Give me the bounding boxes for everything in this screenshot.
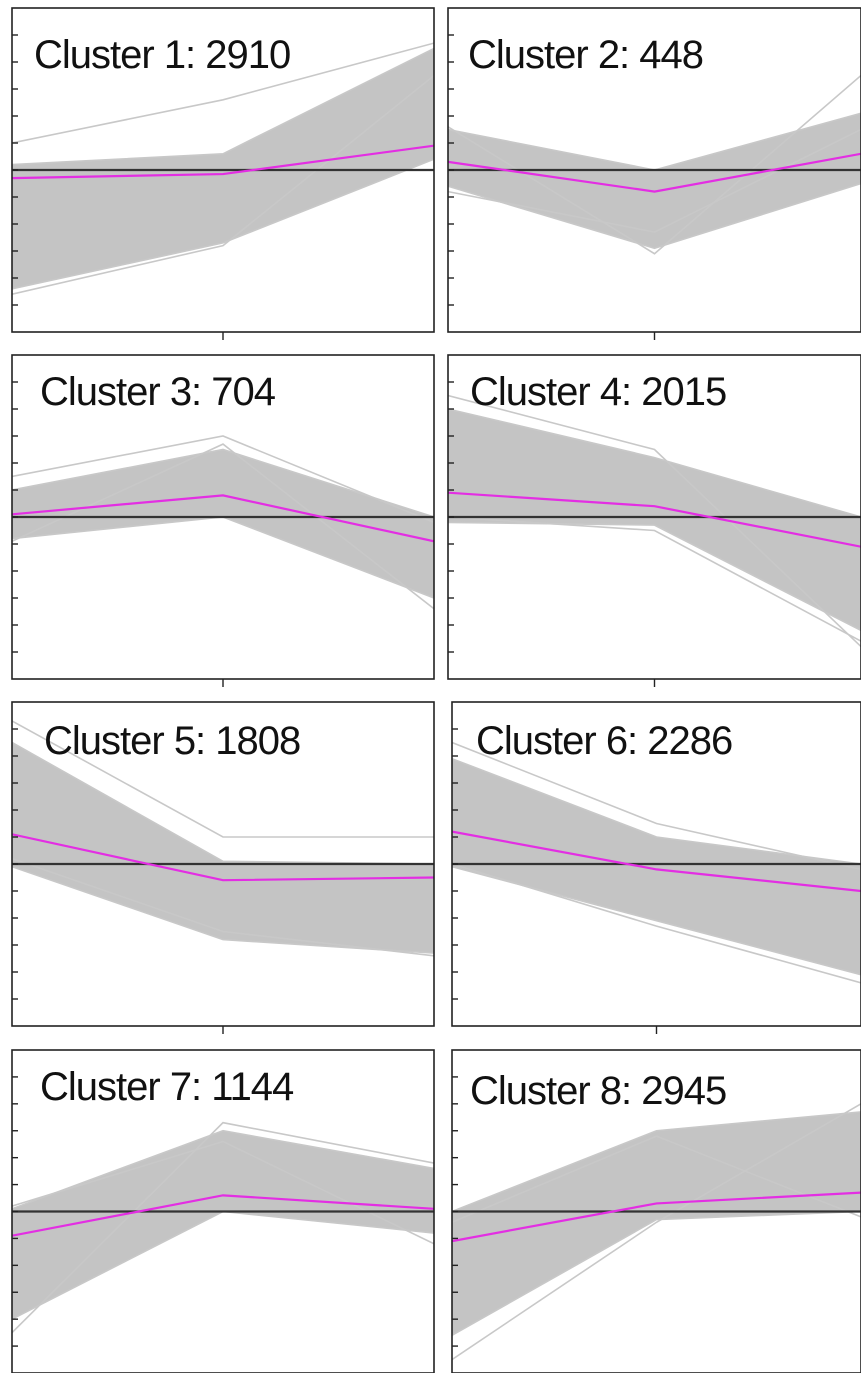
cluster-panel-1: Cluster 1: 2910 — [11, 7, 435, 340]
member-profile-line — [12, 435, 434, 524]
cluster-panel-2: Cluster 2: 448 — [447, 7, 861, 340]
cluster-title: Cluster 2: 448 — [468, 33, 703, 77]
member-profile-line — [448, 128, 861, 233]
plot-area-2 — [448, 74, 861, 255]
member-profile-band — [12, 449, 434, 598]
member-profile-line — [452, 1103, 861, 1361]
cluster-panel-4: Cluster 4: 2015 — [447, 354, 861, 687]
member-profile-band — [452, 1111, 861, 1336]
cluster-panel-5: Cluster 5: 1808 — [11, 701, 435, 1034]
plot-area-6 — [452, 741, 861, 984]
member-profile-line — [452, 1210, 861, 1337]
member-profile-line — [12, 720, 434, 838]
member-profile-line — [452, 741, 861, 871]
plot-area-8 — [452, 1103, 861, 1361]
plot-area-5 — [12, 720, 434, 957]
member-profile-line — [452, 863, 861, 984]
cluster-title: Cluster 4: 2015 — [470, 370, 726, 414]
member-profile-band — [448, 113, 861, 249]
plot-area-7 — [12, 1121, 434, 1334]
member-profile-line — [12, 74, 434, 295]
member-profile-line — [12, 47, 434, 166]
mean-profile-line — [12, 1194, 434, 1237]
member-profile-line — [452, 757, 861, 865]
plot-area-3 — [12, 435, 434, 610]
member-profile-band — [452, 758, 861, 975]
plot-area-1 — [12, 42, 434, 295]
member-profile-line — [452, 1111, 861, 1213]
cluster-title: Cluster 5: 1808 — [44, 719, 300, 763]
member-profile-line — [452, 1135, 861, 1224]
member-profile-line — [12, 1129, 434, 1210]
cluster-panel-8: Cluster 8: 2945 — [451, 1049, 861, 1373]
member-profile-band — [12, 1130, 434, 1320]
cluster-title: Cluster 3: 704 — [40, 370, 276, 414]
member-profile-line — [12, 42, 434, 144]
member-profile-line — [12, 158, 434, 290]
member-profile-line — [12, 448, 434, 518]
cluster-title: Cluster 8: 2945 — [470, 1069, 726, 1113]
mean-profile-line — [452, 830, 861, 893]
cluster-title: Cluster 7: 1144 — [40, 1065, 294, 1109]
mean-profile-line — [448, 152, 861, 193]
member-profile-line — [12, 865, 434, 954]
mean-profile-line — [448, 491, 861, 548]
cluster-title: Cluster 6: 2286 — [476, 719, 732, 763]
member-profile-line — [448, 408, 861, 518]
member-profile-line — [448, 516, 861, 642]
cluster-panel-6: Cluster 6: 2286 — [451, 701, 861, 1034]
member-profile-line — [12, 857, 434, 957]
member-profile-line — [448, 394, 861, 648]
mean-profile-line — [12, 494, 434, 543]
member-profile-band — [12, 742, 434, 954]
cluster-panel-7: Cluster 7: 1144 — [11, 1049, 435, 1373]
cluster-panel-3: Cluster 3: 704 — [11, 354, 435, 687]
cluster-title: Cluster 1: 2910 — [34, 33, 290, 77]
member-profile-line — [12, 1140, 434, 1245]
member-profile-line — [448, 521, 861, 632]
member-profile-band — [448, 409, 861, 631]
member-profile-line — [448, 182, 861, 250]
member-profile-line — [12, 1121, 434, 1334]
plot-area-4 — [448, 394, 861, 648]
member-profile-band — [12, 48, 434, 289]
mean-profile-line — [12, 144, 434, 180]
mean-profile-line — [12, 833, 434, 882]
mean-profile-line — [452, 1191, 861, 1243]
